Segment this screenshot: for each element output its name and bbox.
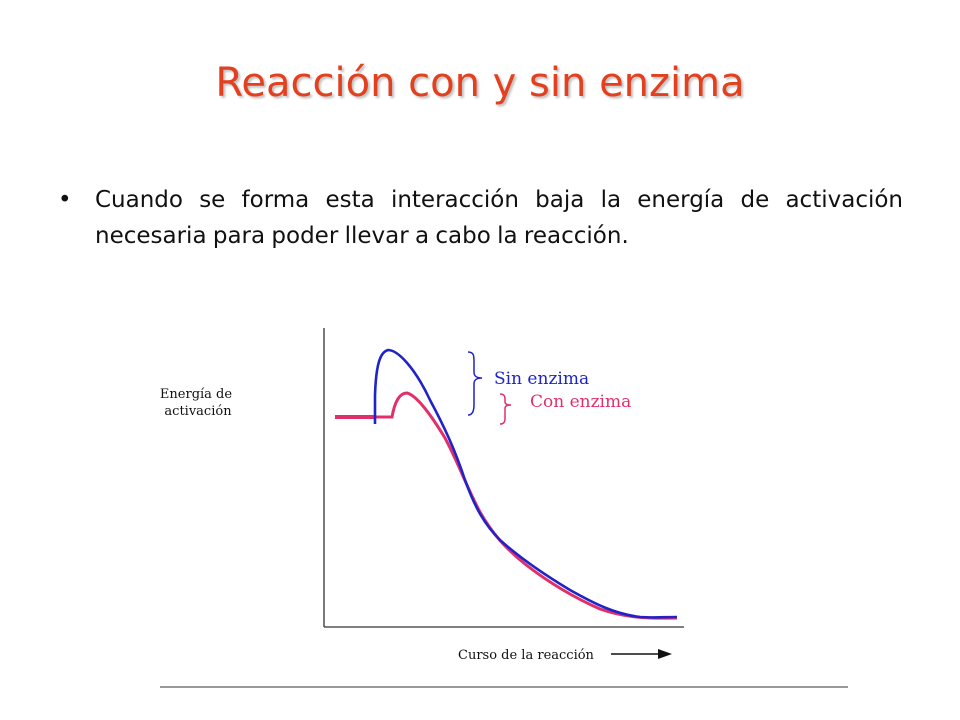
brace-con-enzima-icon (499, 393, 512, 425)
curve-con-enzima (335, 391, 678, 620)
curve-sin-enzima (373, 348, 678, 619)
slide-title: Reacción con y sin enzima (215, 60, 745, 106)
bullet-item: • Cuando se forma esta interacción baja … (58, 182, 903, 254)
x-axis-arrow-head-icon (658, 649, 672, 659)
x-axis-label: Curso de la reacción (458, 648, 595, 663)
label-con-enzima: Con enzima (530, 392, 631, 412)
label-sin-enzima: Sin enzima (494, 369, 589, 389)
bullet-text: Cuando se forma esta interacción baja la… (95, 187, 903, 249)
bullet-dot-icon: • (58, 187, 72, 213)
brace-sin-enzima-icon (467, 351, 483, 416)
y-axis-label-line2: activación (164, 404, 232, 419)
y-axis-label-line1: Energía de (160, 387, 232, 402)
